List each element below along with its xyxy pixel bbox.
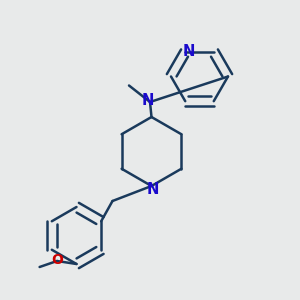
Text: N: N — [141, 93, 154, 108]
Text: O: O — [51, 254, 63, 267]
Text: N: N — [147, 182, 159, 197]
Text: N: N — [183, 44, 195, 59]
